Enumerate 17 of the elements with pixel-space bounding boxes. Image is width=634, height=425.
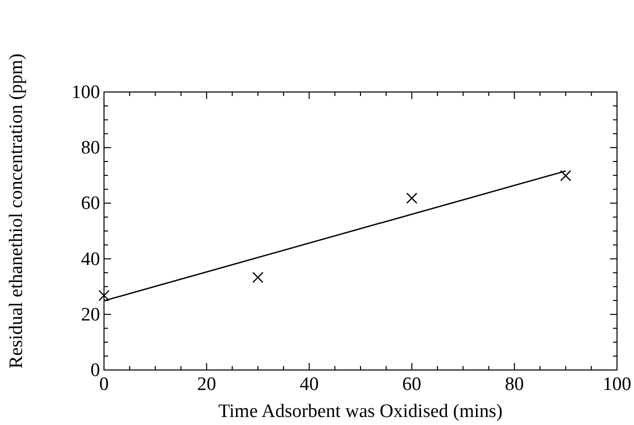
y-tick-label: 20 bbox=[81, 304, 100, 326]
x-axis-title: Time Adsorbent was Oxidised (mins) bbox=[218, 401, 503, 422]
x-tick-label: 60 bbox=[402, 374, 422, 395]
point bbox=[98, 290, 110, 302]
x-tick-label: 20 bbox=[197, 374, 216, 395]
y-axis-title: Residual ethanethiol concentration (ppm) bbox=[6, 54, 27, 368]
x-tick-label: 80 bbox=[504, 374, 524, 395]
y-tick-label: 60 bbox=[81, 193, 100, 214]
y-tick-label: 100 bbox=[72, 82, 100, 103]
y-tick-label: 80 bbox=[81, 138, 100, 159]
y-tick-label: 0 bbox=[90, 360, 100, 381]
point bbox=[252, 272, 264, 284]
y-tick-label: 40 bbox=[81, 248, 100, 270]
point bbox=[406, 192, 418, 204]
x-tick-label: 40 bbox=[300, 374, 319, 395]
x-tick-label: 100 bbox=[602, 374, 632, 395]
point bbox=[560, 170, 572, 182]
